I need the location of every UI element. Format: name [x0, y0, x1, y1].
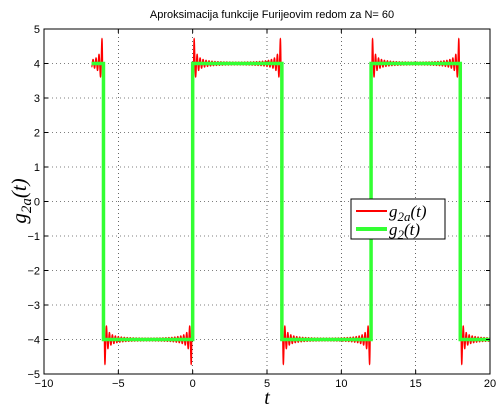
series-g2-line [91, 61, 490, 342]
x-tick-label: 0 [190, 378, 196, 390]
y-tick-label: 5 [34, 24, 40, 36]
legend: g2a(t)g2(t) [350, 198, 446, 242]
x-tick-label: 5 [264, 378, 270, 390]
x-tick-label: 10 [335, 378, 347, 390]
y-axis-label-text: g2a(t) [7, 178, 35, 223]
legend-label: g2a(t) [389, 202, 427, 224]
x-axis-label: t [264, 387, 270, 409]
x-tick-label: −5 [112, 378, 125, 390]
y-tick-label: 0 [34, 197, 40, 209]
y-tick-label: −4 [27, 335, 40, 347]
series-layer [91, 37, 491, 366]
y-tick-label: −5 [27, 369, 40, 381]
y-tick-label: 2 [34, 128, 40, 140]
x-tick-label: −10 [35, 378, 54, 390]
y-tick-label: 3 [34, 93, 40, 105]
y-tick-label: −2 [27, 266, 40, 278]
y-tick-label: −1 [27, 231, 40, 243]
x-tick-label: 15 [410, 378, 422, 390]
legend-box [350, 198, 446, 240]
x-tick-label: 20 [484, 378, 496, 390]
y-tick-label: 4 [34, 59, 40, 71]
y-tick-label: −3 [27, 300, 40, 312]
y-tick-label: 1 [34, 162, 40, 174]
y-axis-label: g2a(t) [7, 178, 35, 223]
legend-label: g2(t) [389, 220, 420, 242]
chart-title: Aproksimacija funkcije Furijeovim redom … [150, 9, 394, 21]
